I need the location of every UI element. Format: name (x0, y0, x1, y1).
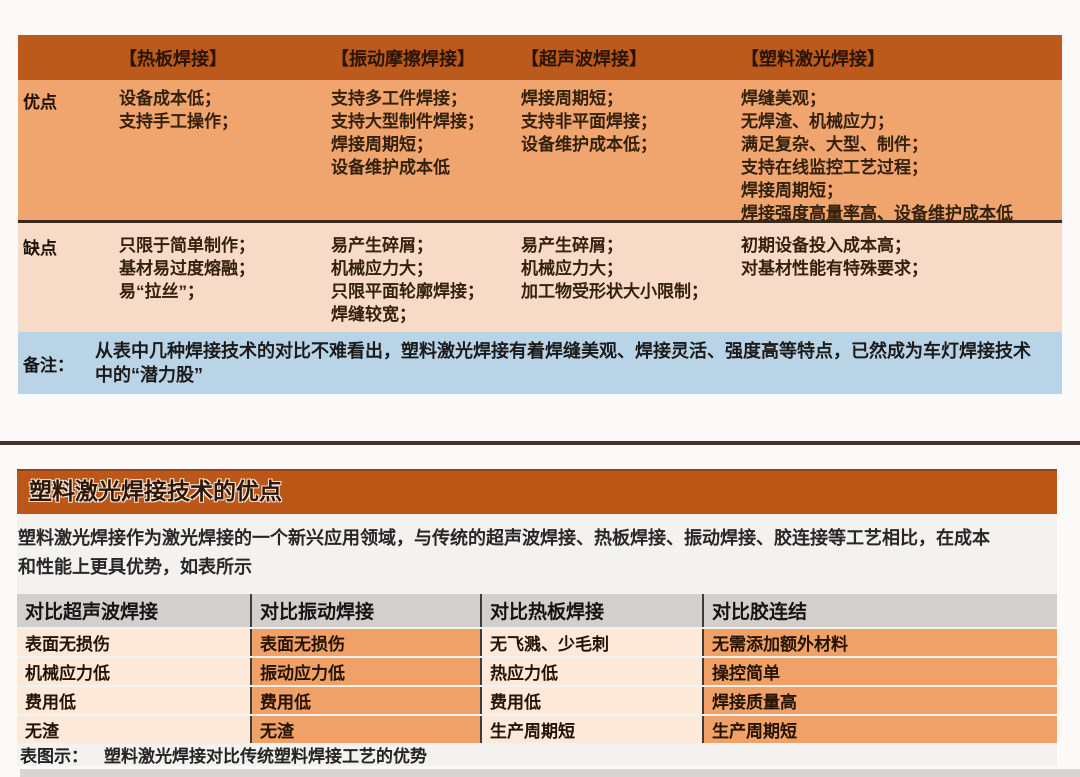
advantage-item: 支持多工件焊接； (331, 89, 467, 108)
advantage-item: 支持大型制件焊接； (331, 112, 484, 131)
disadvantages-ultrasonic-cell: 易产生碎屑； 机械应力大； 加工物受形状大小限制； (520, 223, 740, 332)
disadvantage-item: 易产生碎屑； (331, 236, 433, 255)
section2-title: 塑料激光焊接技术的优点 (17, 469, 1057, 514)
table2-cell: 费用低 (250, 687, 480, 714)
disadvantage-item: 焊缝较宽； (331, 305, 416, 324)
table2-cell: 费用低 (480, 687, 702, 714)
table2-cell: 无渣 (250, 716, 480, 743)
disadvantage-item: 机械应力大； (331, 259, 433, 278)
table2-header-row: 对比超声波焊接 对比振动焊接 对比热板焊接 对比胶连结 (17, 594, 1057, 627)
table2-cell: 热应力低 (480, 658, 702, 685)
table1-divider-rule (18, 220, 1062, 223)
table2-cell: 振动应力低 (250, 658, 480, 685)
row-label-notes: 备注： (23, 355, 74, 375)
table1-header-plastic-laser: 【塑料激光焊接】 (741, 48, 885, 69)
disadvantages-hot-plate-cell: 只限于简单制作； 基材易过度熔融； 易“拉丝”； (118, 223, 330, 332)
table2-cell: 操控简单 (702, 658, 1057, 685)
table2-caption: 表图示： 塑料激光焊接对比传统塑料焊接工艺的优势 (20, 742, 427, 767)
table2-cell: 无渣 (17, 716, 250, 743)
table1-disadvantages-row: 缺点 只限于简单制作； 基材易过度熔融； 易“拉丝”； 易产生碎屑； 机械应力大… (18, 223, 1062, 332)
note-text: 从表中几种焊接技术的对比不难看出，塑料激光焊接有着焊缝美观、焊接灵活、强度高等特… (95, 341, 1031, 385)
caption-label: 表图示： (20, 747, 88, 766)
table2-cell: 无飞溅、少毛刺 (480, 629, 702, 656)
next-element-edge-strip (20, 769, 1080, 777)
laser-advantages-table: 对比超声波焊接 对比振动焊接 对比热板焊接 对比胶连结 表面无损伤 表面无损伤 … (17, 594, 1057, 743)
advantage-item: 焊接周期短； (741, 181, 843, 200)
advantage-item: 焊缝美观； (741, 89, 826, 108)
table2-header-vs-adhesive: 对比胶连结 (702, 594, 1057, 627)
disadvantages-vibration-friction-cell: 易产生碎屑； 机械应力大； 只限平面轮廓焊接； 焊缝较宽； (330, 223, 520, 332)
caption-text: 塑料激光焊接对比传统塑料焊接工艺的优势 (104, 747, 427, 766)
disadvantage-item: 初期设备投入成本高； (741, 236, 911, 255)
table2-row: 表面无损伤 表面无损伤 无飞溅、少毛刺 无需添加额外材料 (17, 629, 1057, 656)
table2-row: 费用低 费用低 费用低 焊接质量高 (17, 687, 1057, 714)
advantage-item: 支持手工操作； (119, 112, 238, 131)
table2-cell: 生产周期短 (702, 716, 1057, 743)
advantage-item: 满足复杂、大型、制件； (741, 135, 928, 154)
advantage-item: 支持在线监控工艺过程； (741, 158, 928, 177)
disadvantage-item: 只限于简单制作； (119, 236, 255, 255)
disadvantage-item: 加工物受形状大小限制； (521, 282, 708, 301)
table2-header-vs-vibration: 对比振动焊接 (250, 594, 480, 627)
welding-comparison-table: 【热板焊接】 【振动摩擦焊接】 【超声波焊接】 【塑料激光焊接】 优点 设备成本… (18, 35, 1062, 394)
table2-header-vs-ultrasonic: 对比超声波焊接 (25, 602, 159, 623)
advantages-plastic-laser-cell: 焊缝美观； 无焊渣、机械应力； 满足复杂、大型、制件； 支持在线监控工艺过程； … (740, 80, 1062, 225)
disadvantage-item: 只限平面轮廓焊接； (331, 282, 484, 301)
table1-header-ultrasonic: 【超声波焊接】 (521, 48, 647, 69)
disadvantage-item: 基材易过度熔融； (119, 259, 255, 278)
table2-cell: 表面无损伤 (17, 629, 250, 656)
advantage-item: 焊接周期短； (331, 135, 433, 154)
section-divider-line (0, 441, 1080, 445)
advantage-item: 无焊渣、机械应力； (741, 112, 894, 131)
table2-cell: 费用低 (17, 687, 250, 714)
table2-cell: 表面无损伤 (250, 629, 480, 656)
advantages-vibration-friction-cell: 支持多工件焊接； 支持大型制件焊接； 焊接周期短； 设备维护成本低 (330, 80, 520, 225)
table2-row: 无渣 无渣 生产周期短 生产周期短 (17, 716, 1057, 743)
table1-header-empty-cell (18, 35, 118, 80)
section2-intro-paragraph: 塑料激光焊接作为激光焊接的一个新兴应用领域，与传统的超声波焊接、热板焊接、振动焊… (18, 528, 990, 577)
table2-cell: 焊接质量高 (702, 687, 1057, 714)
table2-cell: 生产周期短 (480, 716, 702, 743)
advantage-item: 设备成本低； (119, 89, 221, 108)
advantage-item: 支持非平面焊接； (521, 112, 657, 131)
disadvantage-item: 易“拉丝”； (119, 282, 204, 301)
advantage-item: 设备维护成本低； (521, 135, 657, 154)
disadvantage-item: 易产生碎屑； (521, 236, 623, 255)
table2-row: 机械应力低 振动应力低 热应力低 操控简单 (17, 658, 1057, 685)
disadvantage-item: 机械应力大； (521, 259, 623, 278)
disadvantages-plastic-laser-cell: 初期设备投入成本高； 对基材性能有特殊要求； (740, 223, 1062, 332)
advantage-item: 焊接周期短； (521, 89, 623, 108)
table2-cell: 无需添加额外材料 (702, 629, 1057, 656)
table1-header-hot-plate: 【热板焊接】 (119, 48, 227, 69)
advantage-item: 焊接强度高量率高、设备维护成本低 (741, 204, 1013, 223)
advantages-hot-plate-cell: 设备成本低； 支持手工操作； (118, 80, 330, 225)
advantage-item: 设备维护成本低 (331, 158, 450, 177)
disadvantage-item: 对基材性能有特殊要求； (741, 259, 928, 278)
table2-header-vs-hot-plate: 对比热板焊接 (480, 594, 702, 627)
table1-header-row: 【热板焊接】 【振动摩擦焊接】 【超声波焊接】 【塑料激光焊接】 (18, 35, 1062, 80)
table1-header-vibration-friction: 【振动摩擦焊接】 (331, 48, 475, 69)
table2-cell: 机械应力低 (17, 658, 250, 685)
advantages-ultrasonic-cell: 焊接周期短； 支持非平面焊接； 设备维护成本低； (520, 80, 740, 225)
table1-advantages-row: 优点 设备成本低； 支持手工操作； 支持多工件焊接； 支持大型制件焊接； 焊接周… (18, 80, 1062, 223)
table1-note-row: 备注： 从表中几种焊接技术的对比不难看出，塑料激光焊接有着焊缝美观、焊接灵活、强… (18, 332, 1062, 394)
row-label-disadvantages: 缺点 (23, 239, 57, 258)
row-label-advantages: 优点 (23, 93, 57, 112)
